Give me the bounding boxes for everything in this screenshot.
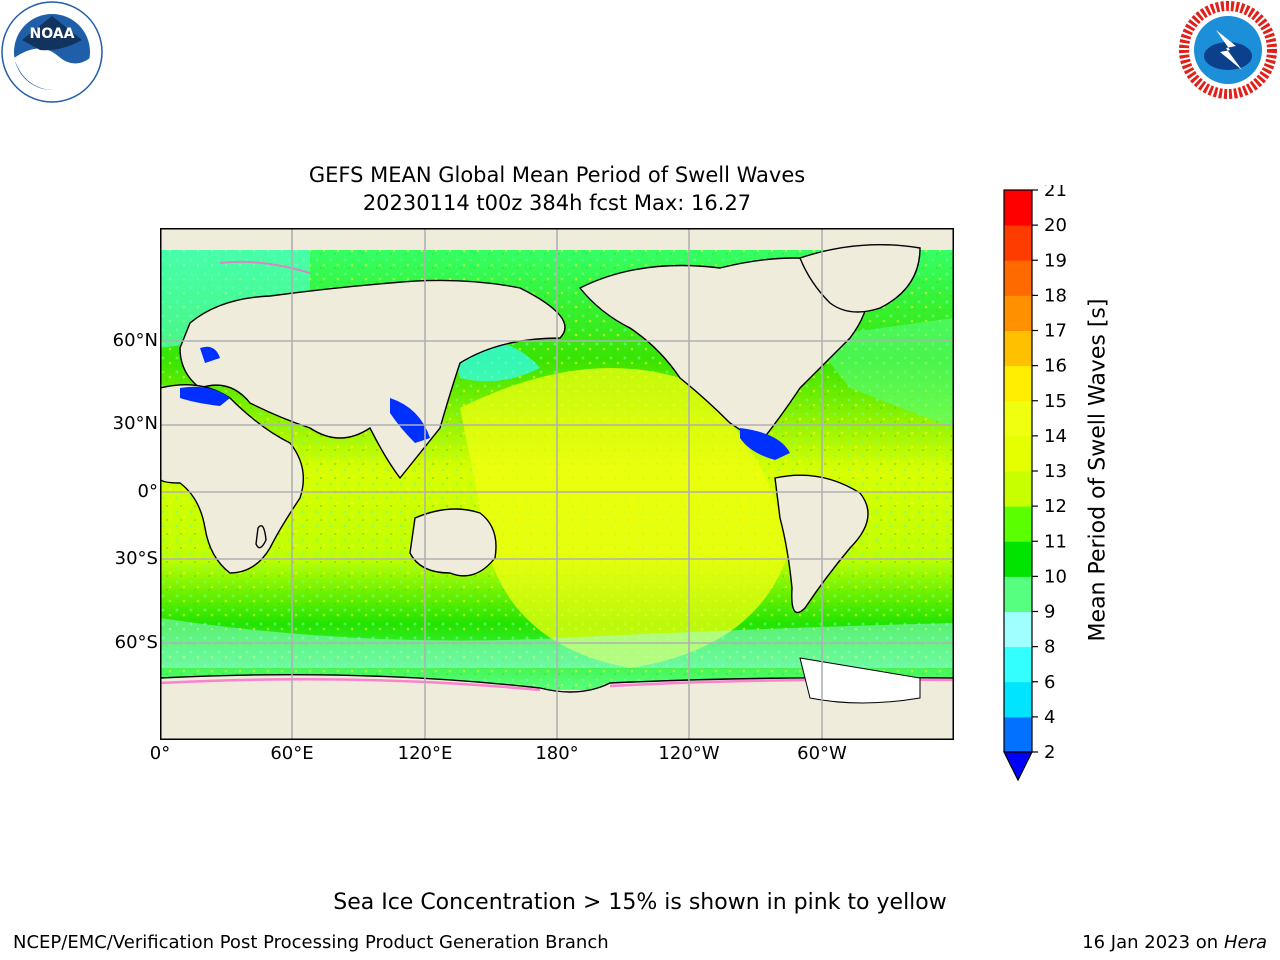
colorbar-swatch [1004, 646, 1032, 683]
lat-label-60s: 60°S [114, 632, 158, 653]
colorbar-tick-label: 6 [1044, 672, 1055, 693]
colorbar-tick-label: 17 [1044, 321, 1067, 342]
colorbar-under-arrow [1003, 751, 1033, 782]
lat-label-30s: 30°S [114, 548, 158, 569]
lon-label-60w: 60°W [797, 743, 847, 764]
colorbar-swatch [1004, 681, 1032, 718]
colorbar-tick-label: 8 [1044, 637, 1055, 658]
chart-title: GEFS MEAN Global Mean Period of Swell Wa… [308, 163, 806, 187]
colorbar-tick-label: 21 [1044, 185, 1067, 201]
sea-ice-note: Sea Ice Concentration > 15% is shown in … [333, 890, 947, 915]
colorbar-swatch [1004, 435, 1032, 472]
lat-label-60n: 60°N [112, 330, 158, 351]
colorbar-swatch [1004, 716, 1032, 753]
colorbar-label: Mean Period of Swell Waves [s] [1085, 298, 1111, 642]
colorbar-tick-label: 18 [1044, 285, 1067, 306]
colorbar-tick-label: 11 [1044, 531, 1067, 552]
colorbar-tick-label: 12 [1044, 496, 1067, 517]
swell-period-map [160, 228, 954, 740]
colorbar-swatch [1004, 541, 1032, 577]
colorbar-swatch [1004, 400, 1032, 437]
footer-date: 16 Jan 2023 on Hera [1082, 932, 1267, 953]
lon-label-120w: 120°W [658, 743, 720, 764]
colorbar-tick-label: 19 [1044, 250, 1067, 271]
chart-subtitle: 20230114 t00z 384h fcst Max: 16.27 [362, 191, 752, 215]
colorbar-swatch [1004, 260, 1032, 296]
colorbar-tick-label: 14 [1044, 426, 1067, 447]
colorbar-tick-label: 20 [1044, 215, 1067, 236]
colorbar-swatch [1004, 611, 1032, 648]
lat-label-30n: 30°N [112, 413, 158, 434]
lon-label-60e: 60°E [270, 743, 314, 764]
lon-label-0: 0° [149, 743, 171, 764]
colorbar-tick-label: 2 [1044, 742, 1055, 763]
colorbar-swatch [1004, 576, 1032, 612]
colorbar-tick-label: 4 [1044, 707, 1055, 728]
lat-label-eq: 0° [137, 481, 158, 502]
lon-label-120e: 120°E [397, 743, 453, 764]
footer-date-text: 16 Jan 2023 on [1082, 932, 1219, 953]
lon-label-180: 180° [535, 743, 579, 764]
colorbar-swatch [1004, 330, 1032, 367]
colorbar-swatch [1004, 190, 1032, 226]
colorbar-swatch [1004, 225, 1032, 261]
colorbar: 2 4 6 8 9 10 11 12 13 14 15 16 17 18 19 20 21 [1003, 185, 1067, 782]
colorbar-swatch [1004, 365, 1032, 402]
low-period-seas [180, 346, 790, 460]
colorbar-tick-label: 10 [1044, 566, 1067, 587]
graticule [160, 228, 954, 740]
colorbar-tick-label: 13 [1044, 461, 1067, 482]
colorbar-tick-label: 16 [1044, 356, 1067, 377]
nws-logo [1179, 1, 1277, 99]
colorbar-swatch [1004, 295, 1032, 331]
colorbar-tick-label: 9 [1044, 602, 1055, 623]
noaa-logo-text: NOAA [30, 26, 75, 42]
land-masses [160, 243, 954, 740]
colorbar-tick-label: 15 [1044, 391, 1067, 412]
footer-credit: NCEP/EMC/Verification Post Processing Pr… [13, 932, 609, 953]
noaa-logo: NOAA [1, 1, 103, 103]
footer-host: Hera [1223, 932, 1267, 953]
colorbar-swatch [1004, 506, 1032, 542]
colorbar-swatch [1004, 471, 1032, 507]
